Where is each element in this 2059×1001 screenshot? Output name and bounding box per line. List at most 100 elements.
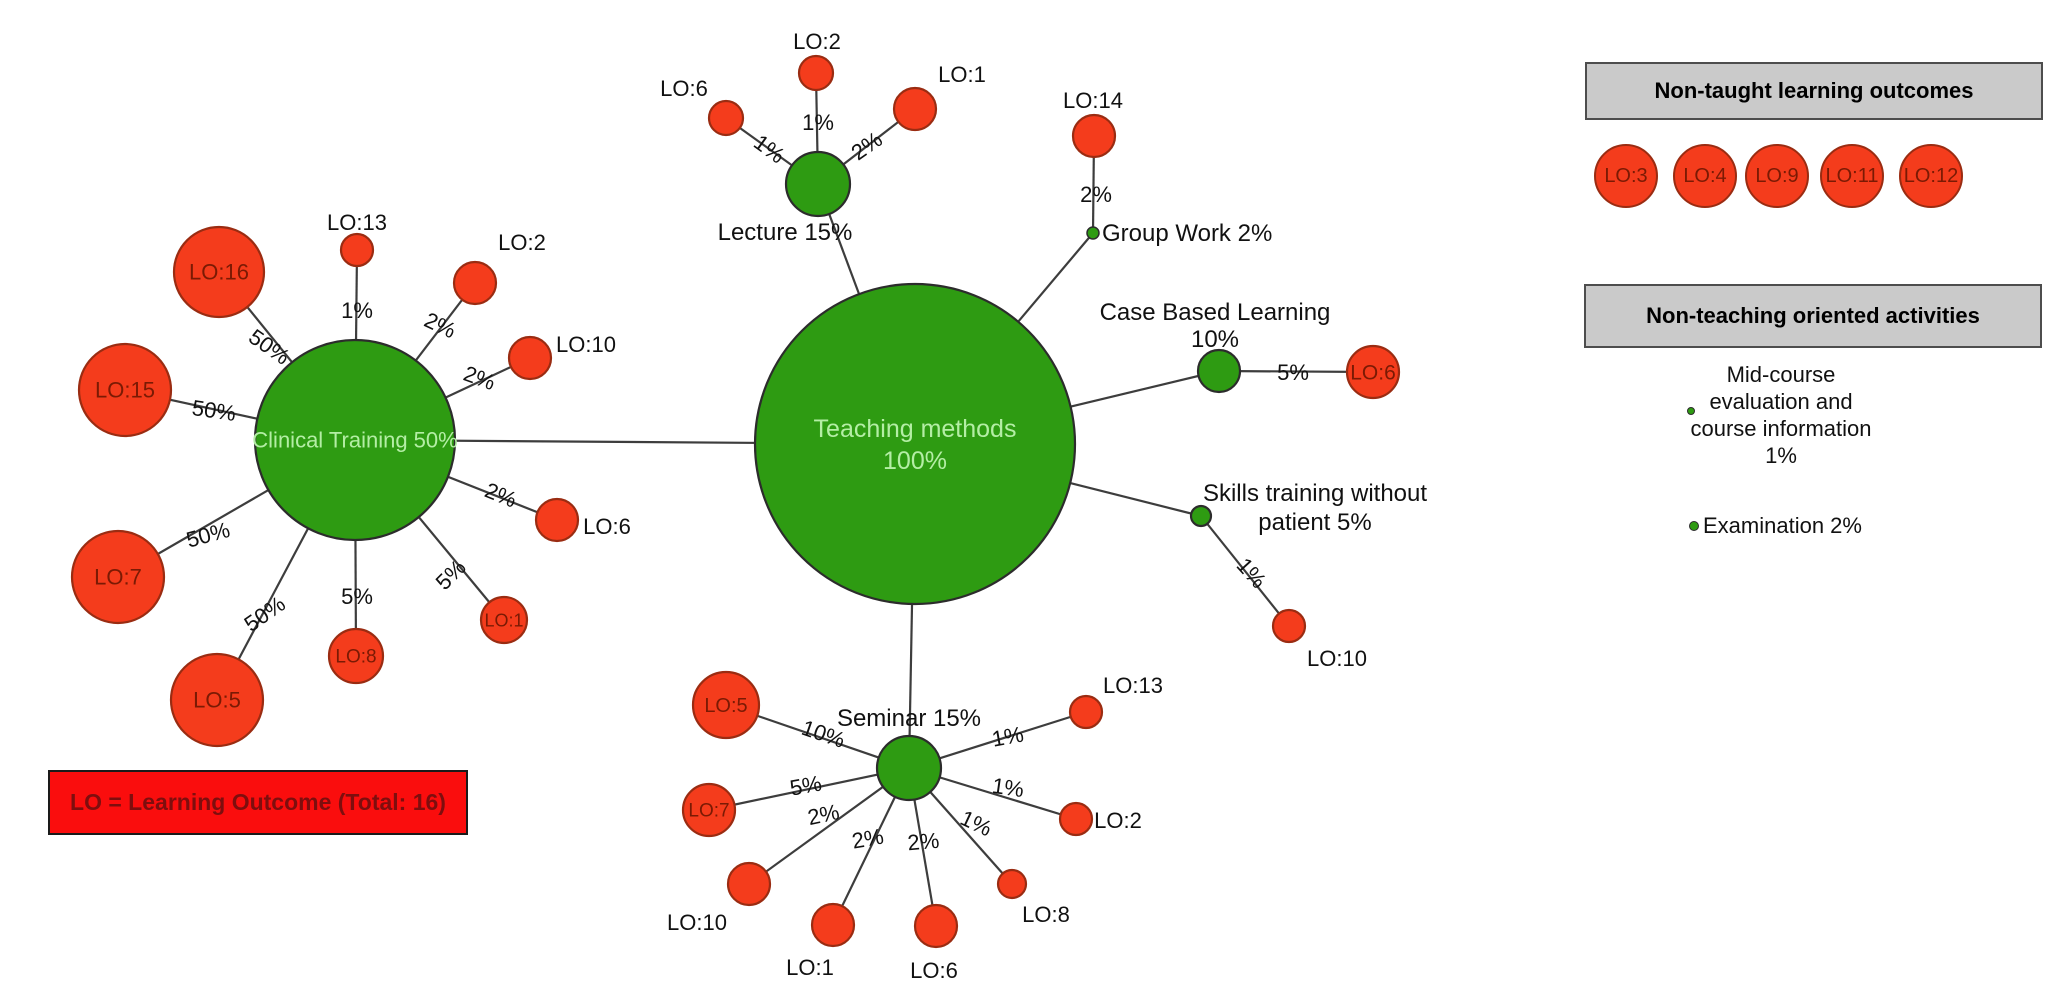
legend-circle-LO:3: LO:3 bbox=[1594, 144, 1658, 208]
edge-clinical-c13-label: 1% bbox=[341, 298, 373, 323]
node-l2-circle bbox=[797, 54, 835, 92]
legend-circle-LO:9: LO:9 bbox=[1745, 144, 1809, 208]
edge-clinical-c7-label: 50% bbox=[184, 517, 233, 553]
node-c8-label: LO:8 bbox=[335, 647, 376, 668]
edge-clinical-c8-label: 5% bbox=[341, 584, 373, 609]
edge-clinical-c15-label: 50% bbox=[190, 395, 237, 426]
node-g14-circle bbox=[1071, 113, 1117, 159]
edge-skills-s10 bbox=[1200, 515, 1290, 627]
node-cbl-circle bbox=[1196, 348, 1242, 394]
node-l6-circle bbox=[707, 99, 745, 137]
node-c2-label: LO:2 bbox=[498, 230, 546, 255]
node-l6-label: LO:6 bbox=[660, 76, 708, 101]
non-teaching-header: Non-teaching oriented activities bbox=[1584, 284, 2042, 348]
edge-gw-g14-label: 2% bbox=[1080, 182, 1112, 207]
edge-clinical-c1-label: 5% bbox=[431, 555, 471, 595]
node-c13-label: LO:13 bbox=[327, 210, 387, 235]
node-m13-label: LO:13 bbox=[1103, 673, 1163, 698]
edge-seminar-m2-label: 1% bbox=[991, 773, 1026, 802]
node-b6-label: LO:6 bbox=[1350, 361, 1396, 384]
node-m7-circle bbox=[681, 782, 737, 838]
node-l1-circle bbox=[892, 86, 938, 132]
node-m10-label: LO:10 bbox=[667, 910, 727, 935]
edge-seminar-m10-label: 2% bbox=[805, 799, 841, 830]
lo-note-box: LO = Learning Outcome (Total: 16) bbox=[48, 770, 468, 835]
edge-skills-s10-label: 1% bbox=[1232, 553, 1272, 593]
node-m2-circle bbox=[1058, 801, 1094, 837]
node-c2-circle bbox=[452, 260, 498, 306]
node-m5-circle bbox=[691, 670, 761, 740]
node-gw-label: Group Work 2% bbox=[1102, 220, 1272, 247]
node-teaching-circle bbox=[753, 282, 1077, 606]
edge-cbl-b6-label: 5% bbox=[1277, 360, 1309, 385]
node-c7-label: LO:7 bbox=[94, 565, 142, 590]
node-m7-label: LO:7 bbox=[688, 801, 729, 822]
edge-seminar-m7 bbox=[708, 766, 910, 812]
activity-dot-0 bbox=[1687, 407, 1695, 415]
node-cbl-label: Case Based Learning 10% bbox=[1100, 299, 1331, 353]
non-teaching-header-label: Non-teaching oriented activities bbox=[1646, 303, 1980, 328]
node-clinical-label: Clinical Training 50% bbox=[252, 428, 457, 453]
node-gw-circle bbox=[1086, 226, 1100, 240]
node-m13-circle bbox=[1068, 694, 1104, 730]
node-m1-label: LO:1 bbox=[786, 955, 834, 980]
node-c5-label: LO:5 bbox=[193, 688, 241, 713]
node-m10-circle bbox=[726, 861, 772, 907]
node-seminar-label: Seminar 15% bbox=[837, 705, 981, 732]
node-c6-label: LO:6 bbox=[583, 514, 631, 539]
node-c15-label: LO:15 bbox=[95, 378, 155, 403]
edge-clinical-c2-label: 2% bbox=[420, 307, 459, 343]
edge-seminar-m8-label: 1% bbox=[956, 805, 995, 841]
legend-circle-LO:11: LO:11 bbox=[1820, 144, 1884, 208]
node-c7-circle bbox=[70, 529, 166, 625]
node-m1-circle bbox=[810, 902, 856, 948]
lo-note-text: LO = Learning Outcome (Total: 16) bbox=[70, 789, 446, 815]
node-m6-label: LO:6 bbox=[910, 958, 958, 983]
node-m8-circle bbox=[996, 868, 1028, 900]
node-skills-label: Skills training without patient 5% bbox=[1203, 480, 1427, 536]
node-c5-circle bbox=[169, 652, 265, 748]
edge-clinical-c16-label: 50% bbox=[244, 324, 294, 370]
edge-seminar-m6-label: 2% bbox=[906, 828, 940, 856]
node-c1-label: LO:1 bbox=[484, 610, 523, 630]
legend-circle-LO:12: LO:12 bbox=[1899, 144, 1963, 208]
non-taught-header-label: Non-taught learning outcomes bbox=[1654, 78, 1974, 103]
node-lecture-circle bbox=[784, 150, 852, 218]
node-teaching-label: Teaching methods 100% bbox=[814, 415, 1017, 475]
node-c10-label: LO:10 bbox=[556, 332, 616, 357]
edge-seminar-m1-label: 2% bbox=[850, 824, 886, 854]
non-taught-header: Non-taught learning outcomes bbox=[1585, 62, 2043, 120]
edge-lecture-l6-label: 1% bbox=[749, 129, 789, 168]
node-c6-circle bbox=[534, 497, 580, 543]
node-m6-circle bbox=[913, 903, 959, 949]
node-c13-circle bbox=[339, 232, 375, 268]
node-b6-circle bbox=[1345, 344, 1401, 400]
node-c16-label: LO:16 bbox=[189, 260, 249, 285]
node-l1-label: LO:1 bbox=[938, 62, 986, 87]
node-g14-label: LO:14 bbox=[1063, 88, 1123, 113]
node-lecture-label: Lecture 15% bbox=[718, 219, 853, 246]
node-skills-circle bbox=[1189, 504, 1213, 528]
node-m2-label: LO:2 bbox=[1094, 808, 1142, 833]
node-m5-label: LO:5 bbox=[704, 695, 747, 717]
node-s10-label: LO:10 bbox=[1307, 646, 1367, 671]
activity-dot-1 bbox=[1689, 521, 1699, 531]
activity-text-0: Mid-course evaluation and course informati… bbox=[1690, 362, 1872, 468]
node-c10-circle bbox=[507, 335, 553, 381]
edge-clinical-c6-label: 2% bbox=[481, 478, 520, 513]
node-seminar-circle bbox=[875, 734, 943, 802]
edge-seminar-m13-label: 1% bbox=[990, 722, 1026, 752]
node-c15-circle bbox=[77, 342, 173, 438]
node-m8-label: LO:8 bbox=[1022, 902, 1070, 927]
node-clinical-circle bbox=[253, 338, 457, 542]
node-s10-circle bbox=[1271, 608, 1307, 644]
edge-lecture-l2-label: 1% bbox=[802, 110, 834, 135]
node-l2-label: LO:2 bbox=[793, 29, 841, 54]
edge-clinical-c10-label: 2% bbox=[460, 361, 498, 395]
activity-text-1: Examination 2% bbox=[1703, 513, 1862, 538]
node-c16-circle bbox=[172, 225, 266, 319]
node-c1-circle bbox=[479, 595, 529, 645]
edge-seminar-m7-label: 5% bbox=[788, 771, 824, 801]
